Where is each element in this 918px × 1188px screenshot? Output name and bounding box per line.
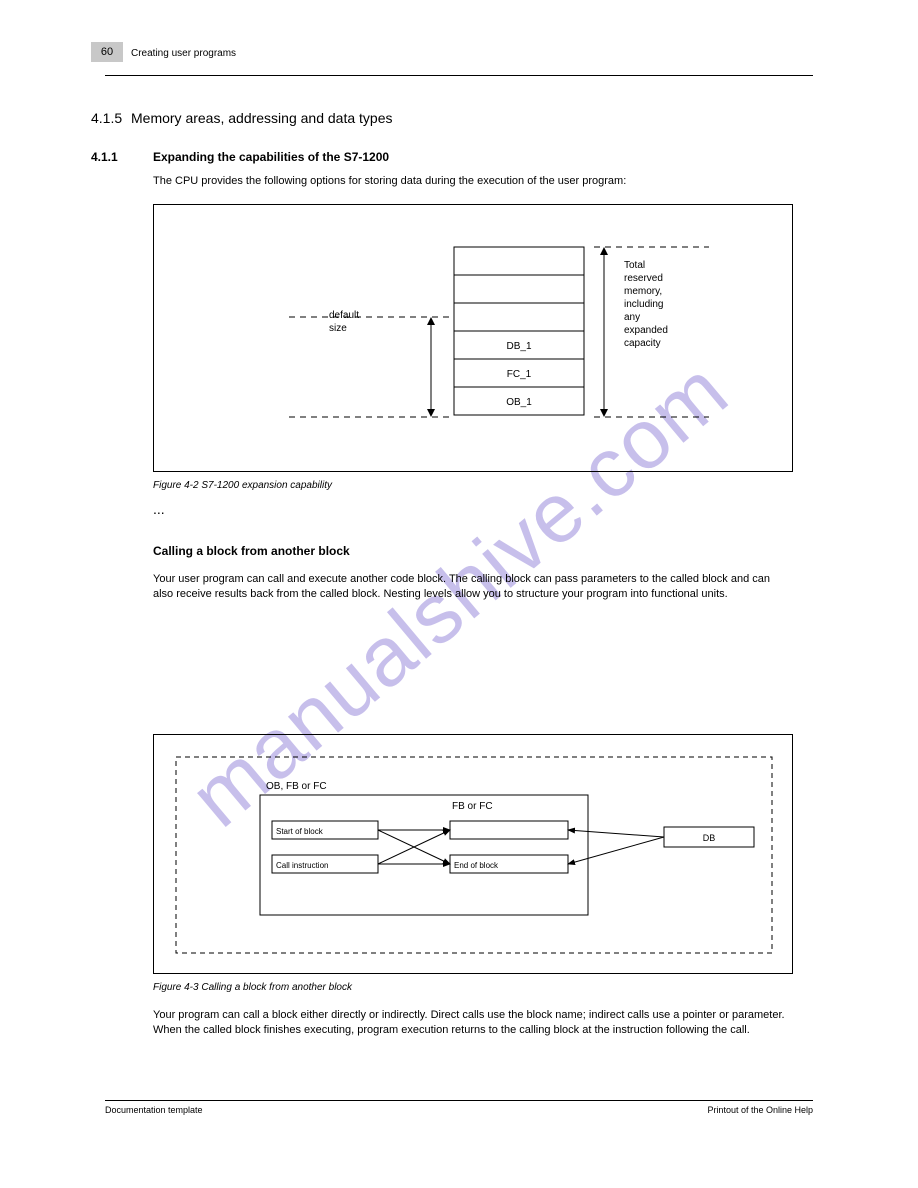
- paragraph-2: Your program can call a block either dir…: [153, 1008, 793, 1039]
- figure-2-frame: OB, FB or FC FB or FC Start of block Call i…: [153, 734, 793, 974]
- svg-text:memory,: memory,: [624, 286, 662, 297]
- intro-paragraph: The CPU provides the following options f…: [153, 174, 793, 189]
- ellipsis: ...: [153, 500, 793, 520]
- svg-text:expanded: expanded: [624, 325, 668, 336]
- svg-text:DB_1: DB_1: [506, 341, 531, 352]
- svg-text:Start of block: Start of block: [276, 827, 324, 836]
- figure-1-caption: Figure 4-2 S7-1200 expansion capability: [153, 480, 332, 491]
- section-title: Memory areas, addressing and data types: [131, 110, 392, 126]
- h3-title: Calling a block from another block: [153, 544, 350, 558]
- svg-text:OB, FB or FC: OB, FB or FC: [266, 781, 327, 792]
- svg-text:including: including: [624, 299, 663, 310]
- subsection-title: Expanding the capabilities of the S7-120…: [153, 150, 389, 164]
- svg-text:End of block: End of block: [454, 861, 499, 870]
- page-footer: Documentation template Printout of the O…: [105, 1100, 813, 1115]
- svg-text:Call instruction: Call instruction: [276, 861, 328, 870]
- footer-left: Documentation template: [105, 1105, 203, 1115]
- subsection-number: 4.1.1: [91, 150, 118, 164]
- svg-text:reserved: reserved: [624, 273, 663, 284]
- figure-2-caption: Figure 4-3 Calling a block from another …: [153, 982, 352, 993]
- page-content: 60 Creating user programs 4.1.5 Memory a…: [105, 48, 813, 76]
- svg-text:DB: DB: [703, 833, 716, 843]
- svg-text:any: any: [624, 312, 640, 323]
- header-section-text: Creating user programs: [131, 48, 236, 59]
- figure-1-frame: DB_1 FC_1 OB_1 default size Total reserved me…: [153, 204, 793, 472]
- svg-text:default: default: [329, 310, 359, 321]
- svg-text:size: size: [329, 323, 347, 334]
- svg-text:FC_1: FC_1: [507, 369, 532, 380]
- svg-text:capacity: capacity: [624, 338, 661, 349]
- page-header: 60 Creating user programs: [105, 48, 813, 76]
- figure-1-svg: DB_1 FC_1 OB_1 default size Total reserved me…: [154, 205, 794, 473]
- section-number: 4.1.5: [91, 110, 122, 126]
- svg-text:OB_1: OB_1: [506, 397, 532, 408]
- footer-right: Printout of the Online Help: [707, 1105, 813, 1115]
- svg-text:Total: Total: [624, 260, 645, 271]
- svg-text:FB or FC: FB or FC: [452, 801, 493, 812]
- paragraph-1: Your user program can call and execute a…: [153, 572, 793, 603]
- page-number: 60: [91, 42, 123, 62]
- figure-2-svg: OB, FB or FC FB or FC Start of block Call i…: [154, 735, 794, 975]
